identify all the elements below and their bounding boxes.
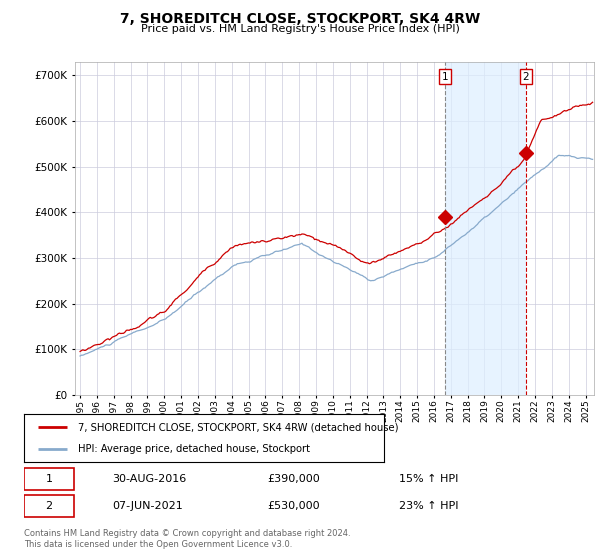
- Text: 2: 2: [522, 72, 529, 82]
- Text: 15% ↑ HPI: 15% ↑ HPI: [400, 474, 459, 484]
- FancyBboxPatch shape: [24, 468, 74, 491]
- Text: Price paid vs. HM Land Registry's House Price Index (HPI): Price paid vs. HM Land Registry's House …: [140, 24, 460, 34]
- Text: 30-AUG-2016: 30-AUG-2016: [112, 474, 187, 484]
- Text: 7, SHOREDITCH CLOSE, STOCKPORT, SK4 4RW: 7, SHOREDITCH CLOSE, STOCKPORT, SK4 4RW: [120, 12, 480, 26]
- FancyBboxPatch shape: [24, 494, 74, 517]
- Text: 7, SHOREDITCH CLOSE, STOCKPORT, SK4 4RW (detached house): 7, SHOREDITCH CLOSE, STOCKPORT, SK4 4RW …: [78, 422, 398, 432]
- Text: £530,000: £530,000: [267, 501, 320, 511]
- Text: 1: 1: [46, 474, 52, 484]
- Text: Contains HM Land Registry data © Crown copyright and database right 2024.
This d: Contains HM Land Registry data © Crown c…: [24, 529, 350, 549]
- Text: HPI: Average price, detached house, Stockport: HPI: Average price, detached house, Stoc…: [78, 444, 310, 454]
- Text: 07-JUN-2021: 07-JUN-2021: [112, 501, 183, 511]
- Bar: [445, 62, 526, 395]
- Text: 2: 2: [45, 501, 52, 511]
- Text: 1: 1: [442, 72, 448, 82]
- Text: £390,000: £390,000: [267, 474, 320, 484]
- Text: 23% ↑ HPI: 23% ↑ HPI: [400, 501, 459, 511]
